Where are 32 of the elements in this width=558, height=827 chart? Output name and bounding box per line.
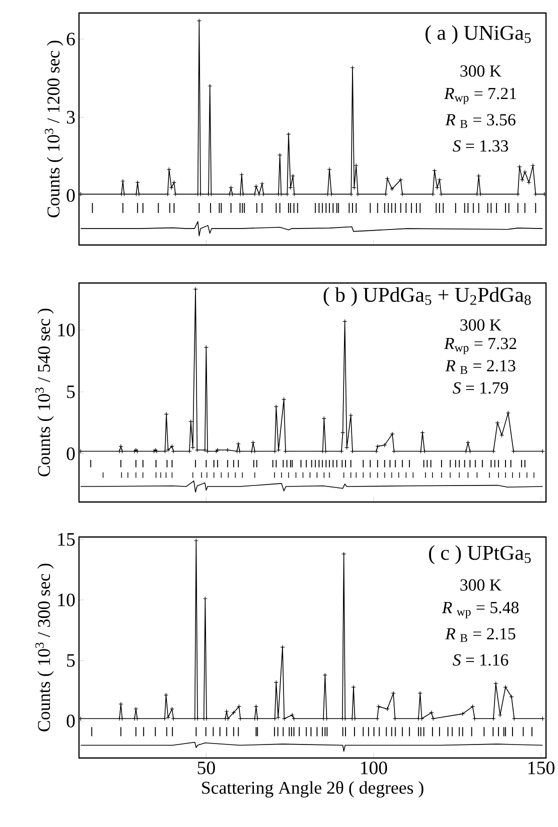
y-axis-title: Counts ( 10$^{3}$ / 1200 sec ) [44, 40, 63, 218]
y-tick-label: 10 [58, 594, 75, 606]
y-tick-label: 15 [58, 533, 74, 546]
annotation: S = 1.33 [452, 140, 508, 152]
y-tick-label: 3 [66, 110, 74, 124]
x-tick-label: 150 [528, 762, 554, 774]
y-tick-label: 6 [66, 32, 75, 46]
y-axis-title: Counts ( 10$^{3}$ / 540 sec ) [35, 308, 54, 476]
y-tick-label: 0 [66, 447, 75, 460]
annotation: 300 K [460, 319, 502, 331]
y-axis-title: Counts ( 10$^{3}$ / 300 sec ) [35, 564, 54, 732]
y-tick-label: 5 [66, 654, 74, 667]
annotation: S = 1.79 [452, 382, 508, 394]
y-tick-label: 5 [66, 386, 74, 398]
annotation: ( a ) UNiGa$_{5}$ [425, 25, 530, 44]
annotation: 300 K [460, 579, 502, 591]
annotation: S = 1.16 [452, 654, 508, 666]
y-tick-label: 0 [66, 189, 75, 202]
annotation: R $_{B}$ = 2.15 [444, 628, 516, 642]
x-tick-label: 100 [360, 762, 387, 774]
annotation: R$_{wp}$ = 7.32 [444, 338, 516, 354]
annotation: R $_{B}$ = 2.13 [444, 360, 516, 374]
x-tick-label: 50 [198, 762, 215, 774]
y-tick-label: 0 [66, 714, 75, 728]
annotation: 300 K [460, 65, 502, 77]
annotation: ( b ) UPdGa$_{5}$ + U$_{2}$PdGa$_{8}$ [323, 287, 531, 306]
annotation: R $_{wp}$ = 5.48 [442, 602, 518, 618]
annotation: R $_{B}$ = 3.56 [444, 114, 516, 128]
annotation: ( c ) UPtGa$_{5}$ [428, 545, 530, 564]
annotation: R$_{wp}$ = 7.21 [444, 88, 516, 104]
x-axis-title: Scattering Angle 2θ ( degrees ) [202, 781, 424, 798]
y-tick-label: 10 [58, 324, 75, 336]
